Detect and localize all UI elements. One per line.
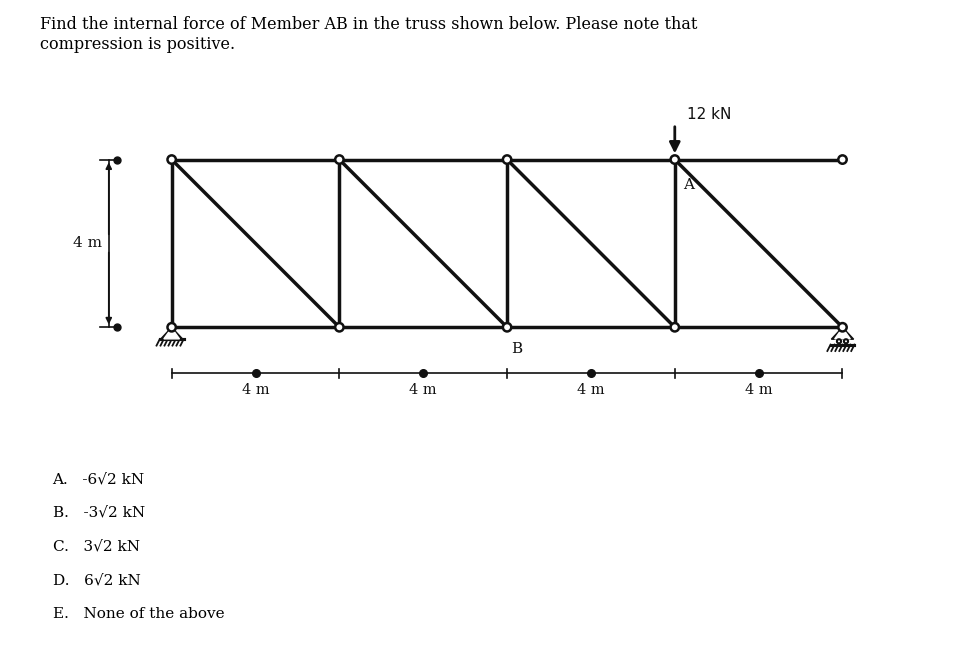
Text: D.   6√2 kN: D. 6√2 kN — [53, 574, 140, 588]
Polygon shape — [835, 328, 850, 339]
Text: 4 m: 4 m — [74, 236, 102, 251]
Text: 12 kN: 12 kN — [688, 107, 732, 122]
Polygon shape — [160, 327, 182, 339]
Text: A: A — [683, 178, 694, 193]
Circle shape — [335, 156, 344, 164]
Circle shape — [844, 339, 848, 343]
Circle shape — [167, 323, 176, 331]
Polygon shape — [832, 327, 854, 339]
Circle shape — [838, 323, 847, 331]
Text: Find the internal force of Member AB in the truss shown below. Please note that
: Find the internal force of Member AB in … — [40, 16, 697, 53]
Text: 4 m: 4 m — [410, 383, 437, 396]
Text: E.   None of the above: E. None of the above — [53, 607, 224, 622]
Text: 4 m: 4 m — [745, 383, 773, 396]
Text: A.   -6√2 kN: A. -6√2 kN — [53, 472, 144, 486]
Text: C.   3√2 kN: C. 3√2 kN — [53, 540, 139, 554]
Circle shape — [503, 156, 511, 164]
Circle shape — [837, 339, 841, 343]
Text: 4 m: 4 m — [577, 383, 605, 396]
Circle shape — [670, 323, 679, 331]
Polygon shape — [164, 328, 180, 339]
Circle shape — [335, 323, 344, 331]
Text: B.   -3√2 kN: B. -3√2 kN — [53, 506, 144, 520]
Circle shape — [503, 323, 511, 331]
Text: B: B — [511, 342, 522, 356]
Circle shape — [838, 156, 847, 164]
Text: 4 m: 4 m — [242, 383, 269, 396]
Circle shape — [670, 156, 679, 164]
Circle shape — [167, 156, 176, 164]
